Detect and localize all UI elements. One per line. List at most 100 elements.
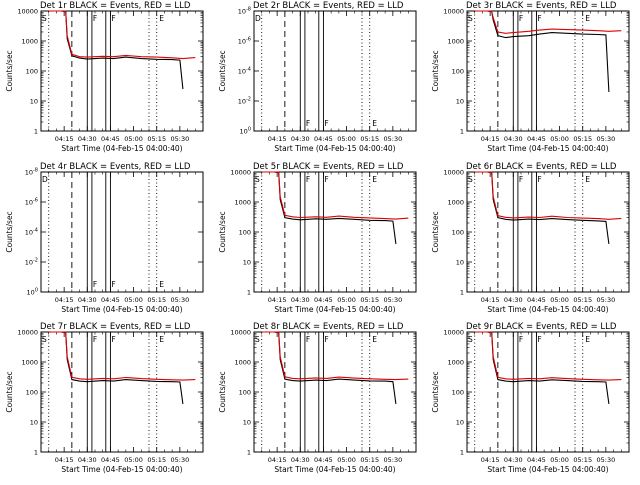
flag-label: E <box>159 14 164 23</box>
panel-det-3: Det 3r BLACK = Events, RED = LLD Start Ti… <box>431 1 630 153</box>
panel-det-7: Det 7r BLACK = Events, RED = LLD Start Ti… <box>5 322 204 474</box>
flag-label: S <box>255 335 260 344</box>
flag-label: E <box>159 335 164 344</box>
y-tick-label: 10 <box>456 419 464 427</box>
x-tick-label: 05:15 <box>147 296 166 304</box>
x-tick-label: 05:30 <box>383 296 402 304</box>
x-tick-label: 05:15 <box>573 135 592 143</box>
flag-label: F <box>519 175 523 184</box>
x-tick-label: 04:30 <box>78 135 97 143</box>
y-tick-label: 1000 <box>234 199 251 207</box>
y-tick-label: 10-6 <box>238 37 251 46</box>
x-tick-label: 05:00 <box>550 135 569 143</box>
series-lld-line <box>48 331 196 381</box>
y-tick-label: 10 <box>456 259 464 267</box>
y-axis-label: Counts/sec <box>218 211 227 252</box>
y-axis-label: Counts/sec <box>218 371 227 412</box>
y-tick-label: 1000 <box>447 359 464 367</box>
x-tick-label: 04:45 <box>101 456 120 464</box>
flag-label: F <box>111 14 115 23</box>
x-tick-label: 04:30 <box>291 456 310 464</box>
y-axis-label: Counts/sec <box>218 50 227 91</box>
x-tick-label: 04:15 <box>55 135 74 143</box>
x-tick-label: 05:15 <box>573 456 592 464</box>
y-tick-label: 1 <box>460 128 464 136</box>
y-tick-label: 1 <box>460 449 464 457</box>
flag-label: F <box>93 14 97 23</box>
x-tick-label: 04:15 <box>268 456 287 464</box>
panel-title: Det 1r BLACK = Events, RED = LLD <box>40 1 191 11</box>
flag-label: E <box>159 280 164 289</box>
y-tick-label: 1 <box>34 128 38 136</box>
panel-det-5: Det 5r BLACK = Events, RED = LLD Start Ti… <box>218 162 417 314</box>
x-axis-label: Start Time (04-Feb-15 04:00:40) <box>274 465 395 474</box>
x-tick-label: 05:30 <box>596 135 615 143</box>
flag-label: E <box>585 14 590 23</box>
flag-label: F <box>537 335 541 344</box>
x-tick-label: 04:45 <box>527 135 546 143</box>
flag-label: F <box>324 175 328 184</box>
panel-title: Det 7r BLACK = Events, RED = LLD <box>40 322 191 332</box>
x-tick-label: 05:15 <box>360 296 379 304</box>
panel-title: Det 5r BLACK = Events, RED = LLD <box>253 162 404 172</box>
y-tick-label: 100 <box>26 68 38 76</box>
y-tick-label: 10-4 <box>25 228 38 237</box>
x-tick-label: 04:45 <box>101 296 120 304</box>
panel-det-8: Det 8r BLACK = Events, RED = LLD Start Ti… <box>218 322 417 474</box>
x-tick-label: 04:30 <box>291 135 310 143</box>
x-tick-label: 05:00 <box>124 296 143 304</box>
y-tick-label: 100 <box>452 68 464 76</box>
x-tick-label: 04:15 <box>481 135 500 143</box>
flag-label: E <box>372 119 377 128</box>
y-tick-label: 1000 <box>234 359 251 367</box>
panel-title: Det 9r BLACK = Events, RED = LLD <box>466 322 617 332</box>
panel-det-2: Det 2r BLACK = Events, RED = LLD Start Ti… <box>218 1 417 153</box>
x-tick-label: 04:45 <box>527 296 546 304</box>
x-tick-label: 04:30 <box>78 296 97 304</box>
y-tick-label: 10-8 <box>25 168 38 177</box>
panel-det-4: Det 4r BLACK = Events, RED = LLD Start Ti… <box>5 162 204 314</box>
x-tick-label: 04:45 <box>527 456 546 464</box>
x-tick-label: 04:45 <box>314 296 333 304</box>
series-lld-line <box>474 331 622 381</box>
y-tick-label: 10000 <box>230 169 251 177</box>
y-tick-label: 100 <box>27 288 38 297</box>
panel-title: Det 6r BLACK = Events, RED = LLD <box>466 162 617 172</box>
x-tick-label: 05:00 <box>337 456 356 464</box>
x-tick-label: 05:30 <box>596 296 615 304</box>
y-tick-label: 100 <box>239 229 251 237</box>
y-tick-label: 100 <box>240 127 251 136</box>
panel-det-6: Det 6r BLACK = Events, RED = LLD Start Ti… <box>431 162 630 314</box>
flag-label: F <box>324 119 328 128</box>
x-axis-label: Start Time (04-Feb-15 04:00:40) <box>61 465 182 474</box>
x-axis-label: Start Time (04-Feb-15 04:00:40) <box>274 305 395 314</box>
plot-frame <box>253 171 417 293</box>
flag-label: D <box>255 14 261 23</box>
x-tick-label: 04:30 <box>504 456 523 464</box>
x-tick-label: 05:30 <box>596 456 615 464</box>
x-tick-label: 04:45 <box>101 135 120 143</box>
y-tick-label: 10 <box>243 419 251 427</box>
y-axis-label: Counts/sec <box>5 50 14 91</box>
flag-label: F <box>324 335 328 344</box>
y-tick-label: 10 <box>30 419 38 427</box>
y-tick-label: 100 <box>452 389 464 397</box>
x-axis-label: Start Time (04-Feb-15 04:00:40) <box>61 305 182 314</box>
flag-label: E <box>585 175 590 184</box>
series-lld-line <box>261 331 409 381</box>
x-axis-label: Start Time (04-Feb-15 04:00:40) <box>487 305 608 314</box>
x-tick-label: 04:45 <box>314 456 333 464</box>
y-tick-label: 10-6 <box>25 198 38 207</box>
y-axis-label: Counts/sec <box>431 211 440 252</box>
x-tick-label: 05:15 <box>360 135 379 143</box>
y-tick-label: 10-4 <box>238 67 251 76</box>
x-tick-label: 05:30 <box>170 135 189 143</box>
y-tick-label: 1 <box>34 449 38 457</box>
x-tick-label: 04:15 <box>55 456 74 464</box>
flag-label: S <box>255 175 260 184</box>
flag-label: F <box>306 335 310 344</box>
plot-frame <box>40 331 204 453</box>
x-tick-label: 04:30 <box>291 296 310 304</box>
